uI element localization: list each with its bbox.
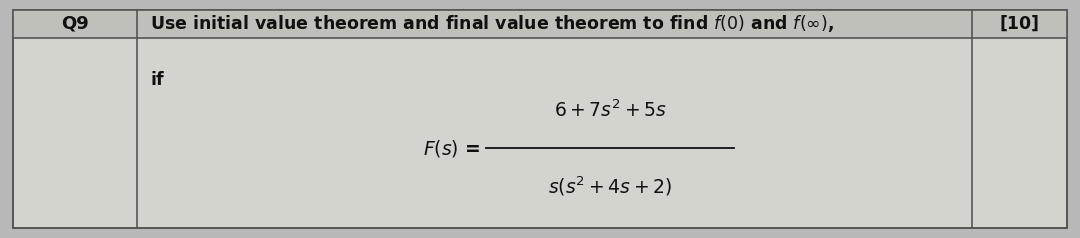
Text: $F(s)$ =: $F(s)$ = — [423, 138, 481, 159]
Text: $6 + 7s^2 + 5s$: $6 + 7s^2 + 5s$ — [554, 100, 666, 121]
Text: if: if — [150, 71, 164, 89]
Text: Q9: Q9 — [62, 15, 89, 33]
Text: $s(s^2 + 4s + 2)$: $s(s^2 + 4s + 2)$ — [549, 175, 672, 198]
Bar — [13, 10, 1067, 38]
Text: [10]: [10] — [1000, 15, 1040, 33]
Text: Use initial value theorem and final value theorem to find $f(0)$ and $f(\infty)$: Use initial value theorem and final valu… — [150, 13, 834, 34]
